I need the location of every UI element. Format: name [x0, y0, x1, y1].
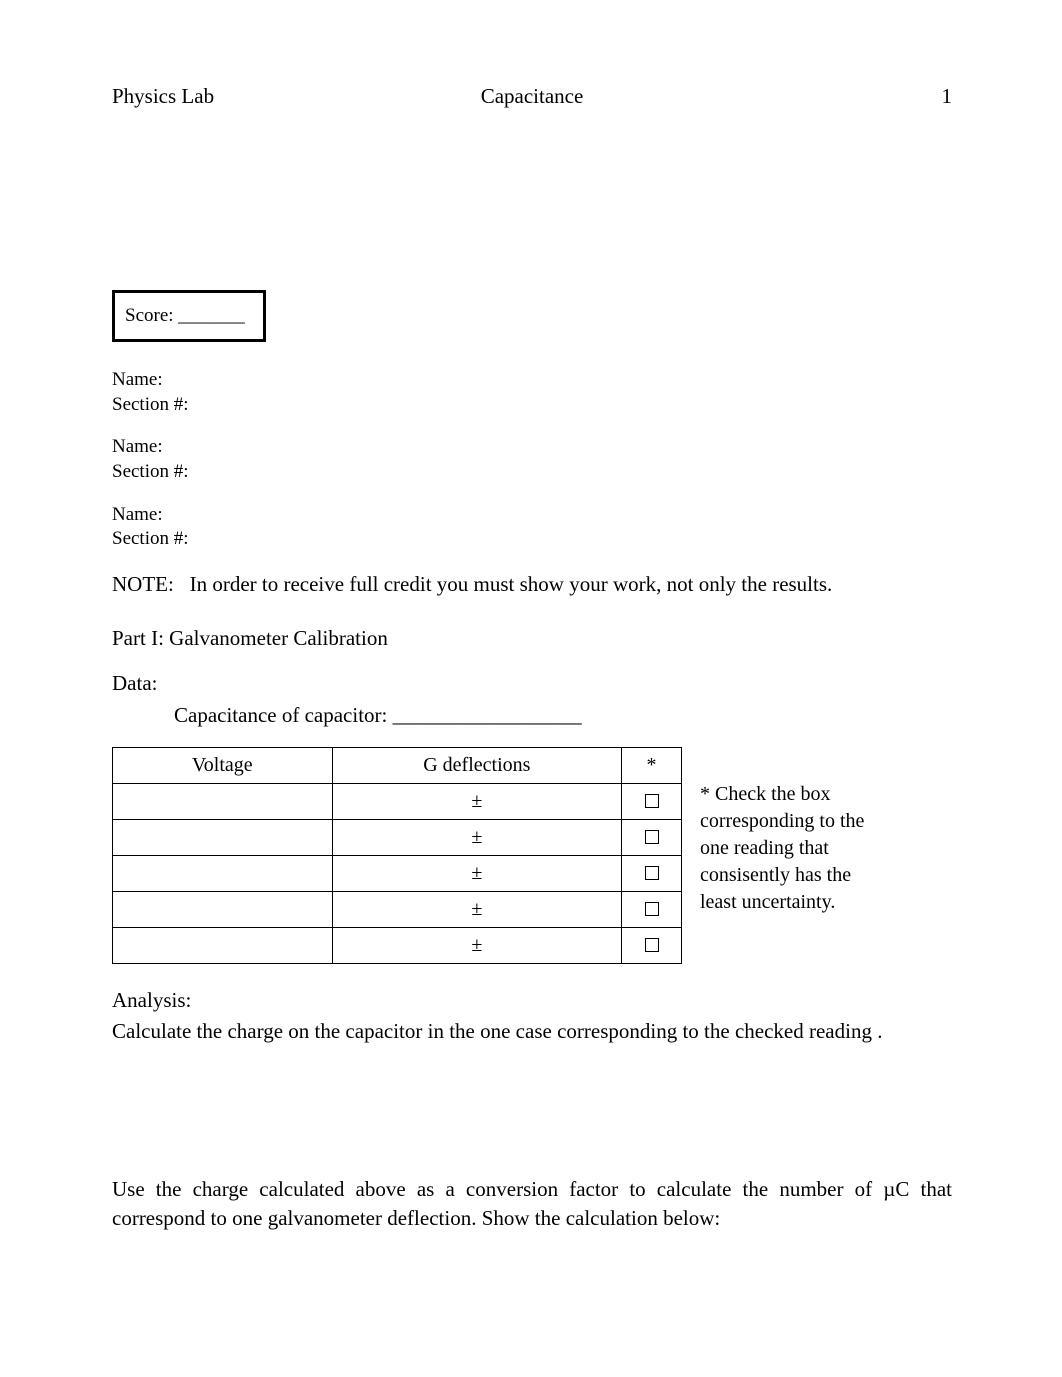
- cell-checkbox[interactable]: [622, 928, 682, 964]
- header-left: Physics Lab: [112, 82, 392, 110]
- data-label: Data:: [112, 669, 952, 697]
- table-row: ±: [113, 928, 682, 964]
- student-2: Name: Section #:: [112, 435, 952, 484]
- header-center: Capacitance: [392, 82, 672, 110]
- cell-voltage[interactable]: [113, 784, 333, 820]
- name-label: Name:: [112, 503, 952, 528]
- table-row: ±: [113, 820, 682, 856]
- checkbox-icon[interactable]: [645, 830, 659, 844]
- table-row: ±: [113, 856, 682, 892]
- cell-g[interactable]: ±: [332, 892, 621, 928]
- cell-voltage[interactable]: [113, 856, 333, 892]
- table-region: Voltage G deflections * ± ± ± ±: [112, 747, 952, 964]
- score-region: Score: _______: [112, 290, 952, 368]
- name-label: Name:: [112, 368, 952, 393]
- cell-voltage[interactable]: [113, 892, 333, 928]
- part1-heading: Part I: Galvanometer Calibration: [112, 624, 952, 652]
- capacitance-line: Capacitance of capacitor: ______________…: [174, 701, 952, 729]
- col-voltage: Voltage: [113, 748, 333, 784]
- score-blank[interactable]: _______: [178, 305, 245, 326]
- page: Physics Lab Capacitance 1 Score: _______…: [0, 0, 1062, 1377]
- cell-checkbox[interactable]: [622, 820, 682, 856]
- score-box: Score: _______: [112, 290, 266, 342]
- col-g: G deflections: [332, 748, 621, 784]
- page-header: Physics Lab Capacitance 1: [112, 82, 952, 110]
- cell-g[interactable]: ±: [332, 856, 621, 892]
- cell-g[interactable]: ±: [332, 784, 621, 820]
- calibration-table: Voltage G deflections * ± ± ± ±: [112, 747, 682, 964]
- analysis-p2: Use the charge calculated above as a con…: [112, 1175, 952, 1232]
- note-prefix: NOTE:: [112, 572, 174, 596]
- checkbox-icon[interactable]: [645, 938, 659, 952]
- section-label: Section #:: [112, 393, 952, 418]
- section-label: Section #:: [112, 460, 952, 485]
- cell-checkbox[interactable]: [622, 892, 682, 928]
- capacitance-blank[interactable]: __________________: [393, 703, 582, 727]
- cell-checkbox[interactable]: [622, 856, 682, 892]
- checkbox-icon[interactable]: [645, 866, 659, 880]
- note: NOTE: In order to receive full credit yo…: [112, 570, 952, 598]
- table-row: ±: [113, 784, 682, 820]
- checkbox-icon[interactable]: [645, 902, 659, 916]
- cell-g[interactable]: ±: [332, 820, 621, 856]
- page-number: 1: [672, 82, 952, 110]
- note-text: In order to receive full credit you must…: [190, 572, 833, 596]
- analysis-p1: Calculate the charge on the capacitor in…: [112, 1017, 952, 1045]
- capacitance-label: Capacitance of capacitor:: [174, 703, 387, 727]
- cell-voltage[interactable]: [113, 928, 333, 964]
- table-row: ±: [113, 892, 682, 928]
- col-star: *: [622, 748, 682, 784]
- student-3: Name: Section #:: [112, 503, 952, 552]
- table-side-note: * Check the box corresponding to the one…: [700, 747, 890, 916]
- name-label: Name:: [112, 435, 952, 460]
- student-1: Name: Section #:: [112, 368, 952, 417]
- table-header-row: Voltage G deflections *: [113, 748, 682, 784]
- cell-checkbox[interactable]: [622, 784, 682, 820]
- cell-g[interactable]: ±: [332, 928, 621, 964]
- checkbox-icon[interactable]: [645, 794, 659, 808]
- section-label: Section #:: [112, 527, 952, 552]
- cell-voltage[interactable]: [113, 820, 333, 856]
- analysis-heading: Analysis:: [112, 986, 952, 1014]
- score-label: Score:: [125, 305, 174, 326]
